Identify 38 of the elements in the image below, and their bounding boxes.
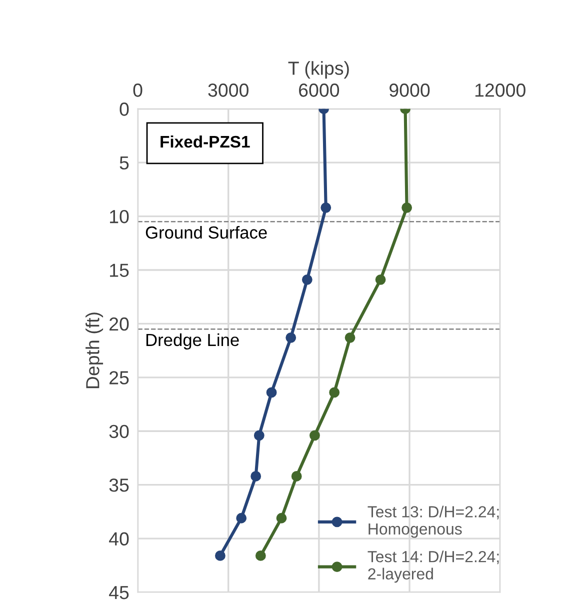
y-tick-label: 35	[109, 478, 129, 492]
point	[236, 512, 247, 524]
y-tick-label: 25	[110, 371, 129, 384]
y-tick-label: 5	[120, 156, 129, 170]
x-tick-label: 3000	[208, 84, 248, 97]
y-tick-label: 15	[110, 264, 129, 277]
y-tick-label: 20	[110, 317, 129, 331]
y-tick-label: 45	[109, 586, 129, 600]
y-tick-label: 40	[109, 532, 129, 546]
point	[255, 550, 266, 561]
point	[291, 471, 302, 482]
point	[254, 430, 264, 441]
x-tick-label: 0	[133, 84, 142, 97]
ref-line-label: Dredge Line	[146, 333, 239, 350]
y-tick-label: 0	[120, 102, 129, 116]
point	[344, 332, 356, 343]
y-tick-label: 30	[109, 424, 129, 438]
point	[286, 332, 296, 343]
legend-label: Test 14: D/H=2.24; 2-layered	[368, 550, 499, 583]
point	[276, 512, 287, 524]
ref-line-label: Ground Surface	[146, 226, 267, 239]
point	[215, 550, 226, 561]
legend-label: Test 13: D/H=2.24; Homogenous	[368, 506, 499, 538]
x-tick-label: 9000	[390, 84, 430, 97]
annotation: Fixed-PZS1	[160, 135, 250, 148]
point	[302, 274, 312, 285]
point	[266, 387, 277, 398]
point	[310, 430, 320, 441]
point	[320, 202, 332, 213]
point	[250, 471, 262, 482]
x-axis-title: T (kips)	[288, 61, 349, 79]
point	[329, 387, 340, 398]
y-axis-title: Depth (ft)	[86, 312, 104, 388]
x-tick-label: 6000	[299, 84, 340, 97]
x-tick-label: 12000	[475, 84, 526, 97]
point	[402, 202, 412, 213]
y-tick-label: 10	[110, 210, 129, 224]
point	[375, 274, 386, 285]
